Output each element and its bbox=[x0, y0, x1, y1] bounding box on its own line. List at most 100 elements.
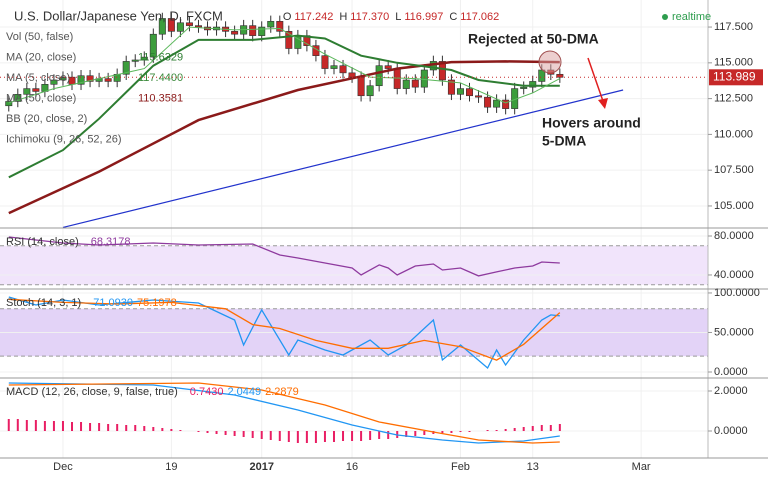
status-dot bbox=[662, 14, 668, 20]
series-line bbox=[8, 236, 560, 277]
histogram-bar bbox=[342, 431, 345, 441]
histogram-bar bbox=[278, 431, 281, 441]
legend-value: 75.1978 bbox=[137, 297, 177, 309]
candle-body bbox=[23, 88, 31, 95]
histogram-bar bbox=[369, 431, 372, 440]
histogram-bar bbox=[468, 431, 471, 432]
candle-body bbox=[231, 31, 239, 35]
y-tick-label: 100.0000 bbox=[714, 287, 760, 299]
legend-value: 0.7430 bbox=[190, 386, 224, 398]
histogram-bar bbox=[179, 430, 182, 431]
legend-value: 2.0449 bbox=[227, 386, 261, 398]
ohlc-key: L bbox=[395, 11, 401, 23]
histogram-bar bbox=[152, 427, 155, 431]
histogram-bar bbox=[314, 431, 317, 443]
last-price-tag bbox=[709, 69, 763, 86]
ohlc-key: H bbox=[339, 11, 347, 23]
candle-body bbox=[529, 81, 537, 88]
y-tick-label: 110.000 bbox=[714, 128, 753, 140]
candle-body bbox=[357, 76, 365, 97]
y-tick-label: 112.500 bbox=[714, 93, 753, 105]
ohlc-key: C bbox=[449, 11, 457, 23]
candle-body bbox=[194, 25, 202, 28]
candle-body bbox=[402, 79, 410, 89]
candle-body bbox=[456, 88, 464, 95]
histogram-bar bbox=[233, 431, 236, 436]
indicator-name: MA (5, close) bbox=[6, 72, 70, 84]
histogram-bar bbox=[170, 429, 173, 431]
legend-value: 71.0930 bbox=[93, 297, 133, 309]
y-tick-label: 107.500 bbox=[714, 164, 754, 176]
candle-body bbox=[285, 31, 293, 49]
panel-title: RSI (14, close) bbox=[6, 236, 79, 248]
histogram-bar bbox=[125, 425, 128, 431]
annotation: 5-DMA bbox=[542, 133, 586, 149]
candle-body bbox=[520, 86, 528, 89]
candle-body bbox=[330, 65, 338, 69]
panel bbox=[0, 378, 708, 458]
histogram-bar bbox=[450, 431, 453, 433]
histogram-bar bbox=[16, 419, 19, 431]
histogram-bar bbox=[98, 423, 101, 431]
histogram-bar bbox=[549, 425, 552, 431]
candle-body bbox=[249, 25, 257, 36]
candle-body bbox=[321, 55, 329, 69]
histogram-bar bbox=[323, 431, 326, 442]
histogram-bar bbox=[378, 431, 381, 439]
histogram-bar bbox=[80, 422, 83, 431]
x-tick-label: Mar bbox=[632, 461, 651, 473]
histogram-bar bbox=[161, 428, 164, 431]
panel-title: MACD (12, 26, close, 9, false, true) bbox=[6, 386, 178, 398]
histogram-bar bbox=[531, 426, 534, 431]
candle-body bbox=[77, 75, 85, 85]
y-tick-label: 115.000 bbox=[714, 57, 753, 69]
ohlc-value: 117.242 bbox=[294, 11, 333, 23]
candle-body bbox=[484, 96, 492, 108]
histogram-bar bbox=[459, 431, 462, 432]
indicator-name: Ichimoku (9, 26, 52, 26) bbox=[6, 133, 122, 145]
histogram-bar bbox=[540, 425, 543, 431]
indicator-name: MA (20, close) bbox=[6, 51, 76, 63]
candle-body bbox=[149, 33, 157, 58]
candle-body bbox=[339, 65, 347, 74]
histogram-bar bbox=[414, 431, 417, 436]
candle-body bbox=[366, 85, 374, 97]
chart-title: U.S. Dollar/Japanese Yen, D, FXCM bbox=[14, 8, 223, 23]
panel bbox=[0, 0, 708, 228]
candle-body bbox=[122, 61, 130, 75]
candle-body bbox=[176, 22, 184, 32]
x-tick-label: 2017 bbox=[249, 461, 273, 473]
x-tick-label: Feb bbox=[451, 461, 470, 473]
candle-body bbox=[50, 79, 58, 85]
candle-body bbox=[104, 78, 112, 82]
candle-body bbox=[167, 18, 175, 32]
legend-value: 2.2879 bbox=[265, 386, 299, 398]
y-tick-label: 80.0000 bbox=[714, 230, 754, 242]
histogram-bar bbox=[116, 424, 119, 431]
candle-body bbox=[158, 18, 166, 35]
series-line bbox=[8, 298, 561, 361]
histogram-bar bbox=[332, 431, 335, 442]
candle-body bbox=[140, 56, 148, 61]
histogram-bar bbox=[387, 431, 390, 439]
candle-body bbox=[475, 95, 483, 98]
histogram-bar bbox=[215, 431, 218, 434]
histogram-bar bbox=[197, 431, 200, 432]
histogram-bar bbox=[134, 425, 137, 431]
y-tick-label: 40.0000 bbox=[714, 269, 754, 281]
panel-title: Stoch (14, 3, 1) bbox=[6, 297, 81, 309]
ohlc-value: 117.062 bbox=[460, 11, 499, 23]
histogram-bar bbox=[251, 431, 254, 438]
x-tick-label: 19 bbox=[165, 461, 177, 473]
y-tick-label: 105.000 bbox=[714, 200, 754, 212]
indicator-name: BB (20, close, 2) bbox=[6, 113, 87, 125]
candle-body bbox=[384, 65, 392, 69]
x-tick-label: 16 bbox=[346, 461, 358, 473]
candle-body bbox=[86, 75, 94, 82]
y-tick-label: 50.0000 bbox=[714, 326, 754, 338]
annotation: Hovers around bbox=[542, 115, 641, 131]
candle-body bbox=[447, 79, 455, 95]
indicator-name: MA (50, close) bbox=[6, 92, 76, 104]
histogram-bar bbox=[405, 431, 408, 437]
